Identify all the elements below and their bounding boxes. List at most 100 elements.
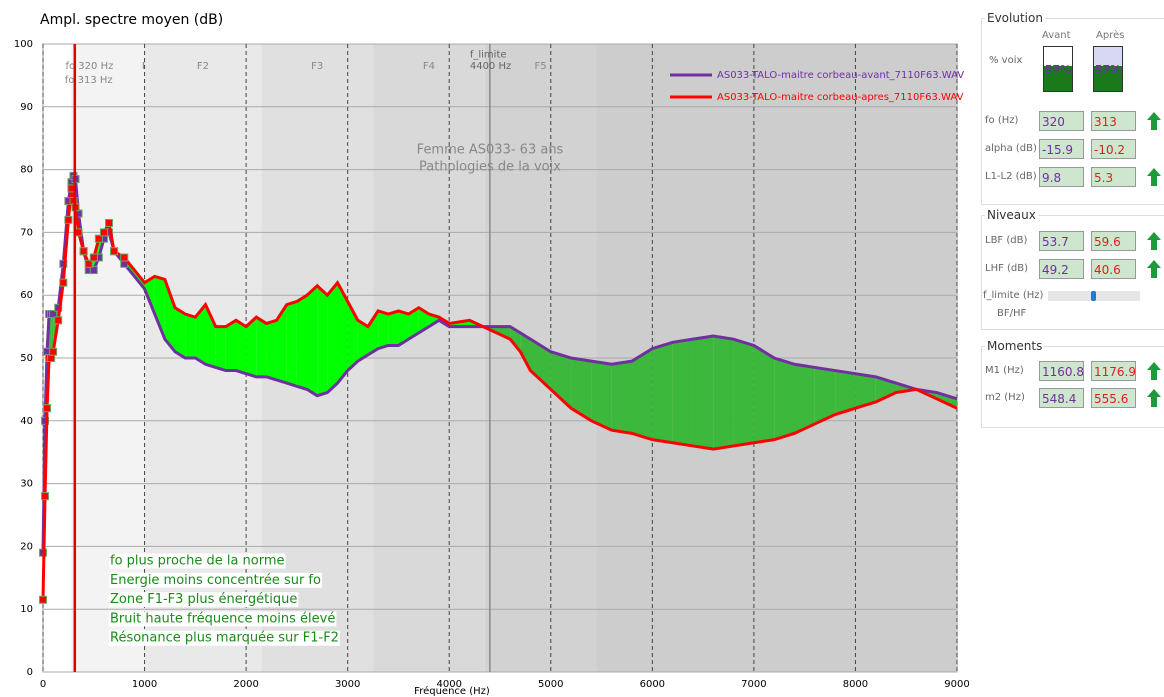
difference-fill	[317, 285, 328, 396]
difference-fill	[266, 320, 277, 380]
value-box: -10.2	[1091, 139, 1136, 159]
note-background	[109, 630, 340, 646]
trend-arrow	[1147, 389, 1161, 407]
y-tick-label: 30	[20, 479, 33, 490]
y-tick-label: 40	[20, 416, 33, 427]
value-box: 9.8	[1039, 167, 1084, 187]
trend-arrow	[1147, 112, 1161, 130]
note-background	[109, 592, 299, 608]
gauge-label: 57%	[1044, 63, 1072, 76]
difference-fill	[469, 320, 490, 330]
slider-thumb[interactable]	[1091, 291, 1096, 301]
difference-fill	[652, 342, 673, 443]
value-box: 53.7	[1039, 231, 1084, 251]
x-tick-label: 3000	[335, 679, 360, 690]
gauge: 57%	[1043, 46, 1073, 92]
difference-fill	[276, 304, 287, 384]
difference-fill	[591, 361, 612, 431]
difference-fill	[215, 326, 226, 371]
value-box: 5.3	[1091, 167, 1136, 187]
data-point	[64, 215, 73, 224]
difference-fill	[835, 370, 856, 415]
difference-fill	[367, 310, 379, 355]
legend-label: AS033-TALO-maitre corbeau-avant_7110F63.…	[717, 70, 964, 81]
f-limite-value: 4400 Hz	[470, 61, 511, 72]
x-tick-label: 2000	[233, 679, 258, 690]
value-box: 548.4	[1039, 388, 1084, 408]
difference-fill	[733, 339, 754, 446]
value-box: 59.6	[1091, 231, 1136, 251]
value-box: 320	[1039, 111, 1084, 131]
value-box: 1160.8	[1039, 361, 1084, 381]
formant-label: F5	[535, 61, 547, 72]
group-title: Niveaux	[985, 208, 1038, 222]
gauge-label: 57%	[1094, 63, 1122, 76]
y-tick-label: 0	[27, 667, 33, 678]
difference-fill	[296, 295, 308, 390]
y-tick-label: 100	[14, 39, 33, 50]
y-tick-label: 20	[20, 541, 33, 552]
difference-fill	[246, 317, 257, 377]
legend-label: AS033-TALO-maitre corbeau-apres_7110F63.…	[717, 92, 964, 103]
formant-label: F4	[423, 61, 435, 72]
row-label: L1-L2 (dB)	[985, 171, 1037, 182]
x-tick-label: 1000	[132, 679, 157, 690]
difference-fill	[753, 345, 775, 443]
slider[interactable]	[1048, 291, 1140, 301]
gauge-fill	[1094, 65, 1122, 91]
difference-fill	[713, 336, 734, 450]
note: Bruit haute fréquence moins élevé	[110, 611, 335, 626]
data-point	[79, 247, 88, 256]
data-point	[74, 228, 83, 237]
annotation: Femme AS033- 63 ans	[417, 143, 564, 158]
difference-fill	[774, 358, 795, 440]
data-point	[105, 218, 114, 227]
slider-label: f_limite (Hz)	[983, 290, 1044, 301]
data-point	[39, 595, 47, 604]
fo-label: fo 313 Hz	[65, 75, 113, 86]
gauge-fill	[1044, 65, 1072, 91]
y-tick-label: 70	[20, 227, 33, 238]
data-point	[84, 259, 93, 268]
x-tick-label: 8000	[843, 679, 868, 690]
row-label: m2 (Hz)	[985, 392, 1025, 403]
annotation: Pathologies de la voix	[419, 160, 561, 175]
data-point	[89, 266, 98, 275]
row-label: % voix	[989, 55, 1023, 66]
value-box: 555.6	[1091, 388, 1136, 408]
value-box: -15.9	[1039, 139, 1084, 159]
difference-fill	[225, 320, 236, 371]
chart: Fréquence (Hz) F1F2F3F4F5010203040506070…	[14, 12, 970, 697]
value-box: 313	[1091, 111, 1136, 131]
data-point	[110, 247, 119, 256]
difference-fill	[611, 361, 633, 434]
x-tick-label: 4000	[436, 679, 461, 690]
difference-fill	[814, 367, 836, 424]
difference-fill	[286, 301, 297, 387]
note-background	[109, 553, 286, 569]
chart-title: Ampl. spectre moyen (dB)	[40, 12, 223, 28]
column-header: Après	[1096, 30, 1125, 41]
row-label: LHF (dB)	[985, 263, 1029, 274]
difference-fill	[855, 373, 876, 409]
row-label: M1 (Hz)	[985, 365, 1024, 376]
difference-fill	[235, 320, 247, 374]
difference-fill	[571, 358, 592, 421]
x-axis-label: Fréquence (Hz)	[414, 685, 490, 697]
gauge: 57%	[1093, 46, 1123, 92]
side-panel: Evolution Avant Après % voix 57% 57% Niv…	[975, 0, 1164, 697]
data-point	[54, 316, 63, 325]
data-point	[41, 492, 50, 501]
difference-fill	[794, 364, 815, 434]
difference-fill	[378, 310, 389, 349]
trend-arrow	[1147, 232, 1161, 250]
difference-fill	[195, 304, 206, 365]
data-point	[49, 347, 58, 356]
y-tick-label: 80	[20, 165, 33, 176]
note: Résonance plus marquée sur F1-F2	[110, 631, 339, 646]
note-background	[109, 611, 337, 627]
data-point	[94, 234, 103, 243]
data-point	[49, 310, 58, 319]
data-point	[41, 416, 50, 425]
